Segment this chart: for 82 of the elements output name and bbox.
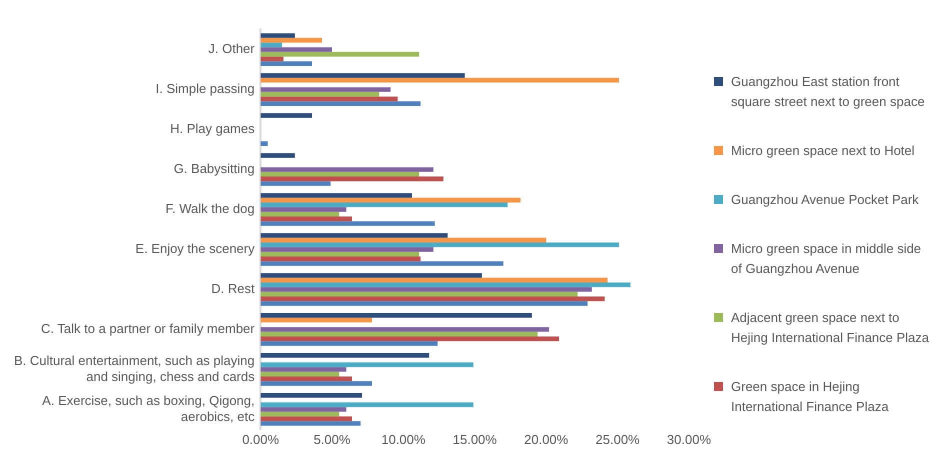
y-tick-label: A. Exercise, such as boxing, Qigong, aerobics, etc: [42, 393, 256, 424]
x-tick-label: 20.00%: [524, 432, 569, 447]
bar: [260, 172, 420, 177]
bar: [260, 296, 605, 302]
bar: [260, 353, 430, 358]
bar: [260, 381, 372, 386]
bar: [260, 372, 340, 376]
bar: [260, 273, 482, 278]
bar: [260, 362, 474, 368]
bar: [260, 73, 465, 78]
bar: [260, 407, 346, 412]
bar: [260, 318, 372, 322]
x-tick-label: 15.00%: [452, 432, 498, 447]
legend-label: Micro green space next to Hotel: [731, 142, 915, 160]
bar: [260, 313, 532, 318]
bar: [260, 252, 420, 257]
bar: [260, 247, 434, 252]
bar: [260, 52, 420, 57]
legend-label: Green space in Hejing International Finance Plaza: [731, 378, 890, 416]
y-tick-label: D. Rest: [211, 281, 256, 296]
bar: [260, 402, 474, 408]
bar: [260, 301, 588, 306]
y-tick-label: I. Simple passing: [156, 81, 255, 96]
legend-label: Micro green space in middle side of Guangzhou Avenue: [731, 240, 922, 278]
bar: [260, 193, 412, 198]
bar: [260, 376, 352, 382]
bar: [260, 87, 391, 92]
bar: [260, 242, 619, 248]
bar: [260, 167, 434, 172]
bar: [260, 153, 295, 158]
bar: [260, 327, 550, 332]
x-tick-label: 25.00%: [596, 432, 640, 447]
y-tick-label: E. Enjoy the scenery: [135, 241, 256, 256]
bar: [260, 78, 619, 83]
bar: [260, 38, 322, 43]
x-tick-label: 0.00%: [242, 432, 280, 447]
bar: [260, 221, 435, 226]
bar: [260, 61, 312, 66]
bar: [260, 332, 538, 336]
x-tick-label: 5.00%: [314, 432, 351, 447]
bar: [260, 341, 438, 346]
x-tick-label: 30.00%: [666, 432, 712, 447]
bar: [260, 256, 421, 262]
bar: [260, 198, 520, 202]
y-tick-label: C. Talk to a partner or family member: [41, 321, 256, 336]
y-tick-label: H. Play games: [170, 121, 256, 136]
bar: [260, 92, 380, 97]
y-tick-label: G. Babysitting: [174, 161, 255, 176]
bar: [260, 292, 578, 296]
bar: [260, 212, 340, 217]
x-tick-label: 10.00%: [381, 432, 426, 447]
legend-label: Guangzhou East station front square street next to green space: [731, 73, 926, 112]
bar: [260, 216, 352, 222]
bar: [260, 238, 546, 242]
bar: [260, 233, 448, 238]
bar: [260, 141, 268, 146]
bar: [260, 181, 331, 186]
legend-label: Adjacent green space next to Hejing International Finance Plaza: [731, 308, 930, 347]
bar: [260, 278, 608, 282]
bar: [260, 33, 295, 38]
bar: [260, 367, 346, 372]
bar: [260, 416, 352, 422]
bar: [260, 101, 421, 106]
y-tick-label: J. Other: [208, 41, 256, 56]
bar: [260, 113, 312, 118]
bar: [260, 56, 284, 62]
y-tick-label: F. Walk the dog: [166, 201, 255, 216]
bar: [260, 261, 504, 266]
bar: [260, 287, 592, 292]
bar: [260, 42, 282, 48]
bar: [260, 176, 444, 182]
bar: [260, 421, 361, 426]
bar: [260, 207, 346, 212]
y-tick-label: B. Cultural entertainment, such as playing and singing, chess and cards: [14, 353, 256, 384]
bar: [260, 282, 630, 288]
bar: [260, 336, 560, 342]
bar: [260, 47, 332, 52]
bar: [260, 96, 398, 102]
bar: [260, 412, 340, 416]
bar: [260, 202, 508, 208]
legend-label: Guangzhou Avenue Pocket Park: [731, 191, 919, 210]
bar: [260, 393, 362, 398]
